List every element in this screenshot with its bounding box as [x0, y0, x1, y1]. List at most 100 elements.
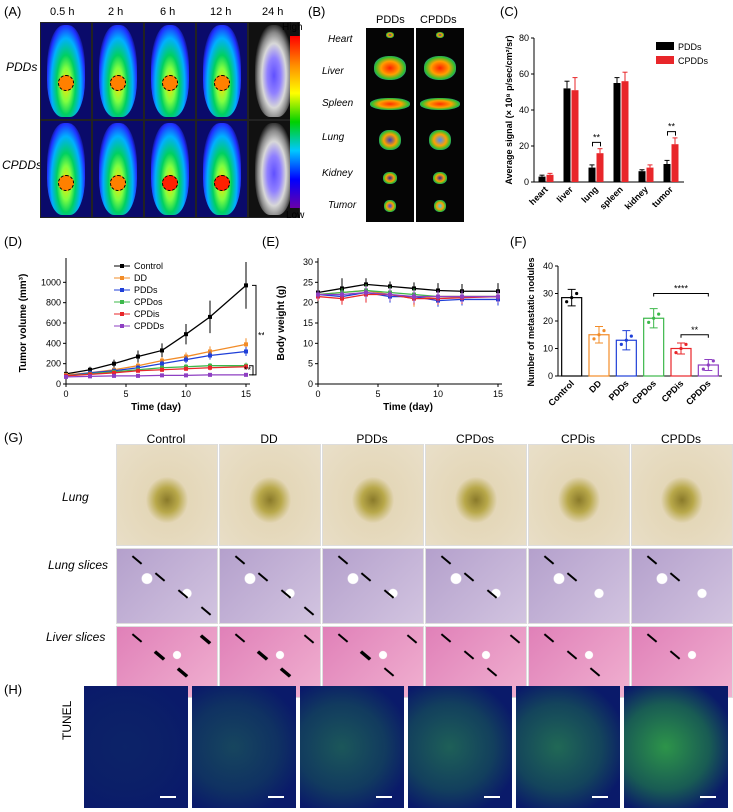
data-point	[602, 329, 606, 333]
tunel-row-label: TUNEL	[60, 700, 74, 740]
bar	[571, 90, 579, 182]
legend-label: PDDs	[678, 42, 702, 52]
x-axis-label: Time (day)	[383, 402, 433, 413]
significance-bracket	[252, 284, 257, 376]
ivis-tile	[40, 22, 92, 120]
legend-label: CPDis	[134, 309, 160, 319]
time-label: 12 h	[210, 6, 232, 18]
metastasis-arrow	[406, 634, 418, 644]
organ-signal	[420, 98, 460, 110]
legend-swatch	[656, 42, 674, 50]
scale-bar	[592, 796, 608, 798]
data-point	[679, 346, 683, 351]
time-label: 0.5 h	[50, 6, 75, 18]
panel-b-col-cpdds: CPDDs	[420, 14, 457, 26]
lung-photo	[528, 444, 630, 546]
metastasis-arrow	[646, 633, 658, 643]
data-point	[619, 342, 623, 346]
metastasis-arrow	[463, 650, 475, 660]
y-tick-label: 600	[46, 318, 61, 328]
bar	[613, 83, 621, 182]
data-point	[184, 366, 188, 371]
category-label: CPDDs	[684, 378, 713, 407]
bar	[646, 167, 654, 182]
metastasis-arrow	[131, 633, 143, 643]
y-tick-label: 20	[519, 141, 529, 151]
tumor-signal	[214, 175, 230, 191]
data-point	[496, 294, 500, 299]
data-point	[88, 372, 92, 377]
mouse-body-signal	[151, 123, 189, 215]
organ-signal	[384, 200, 396, 212]
data-point	[208, 372, 212, 377]
y-axis-label: Number of metastatic nodules	[526, 257, 536, 386]
data-point	[208, 353, 212, 358]
bar	[563, 88, 571, 182]
tunel-tile	[84, 686, 188, 808]
organ-signal	[383, 172, 397, 184]
panel-label-f: (F)	[510, 234, 527, 249]
metastasis-arrow	[154, 572, 166, 582]
x-tick-label: 15	[493, 389, 503, 399]
series-line	[317, 283, 498, 294]
time-label: 6 h	[160, 6, 176, 18]
data-point	[160, 361, 164, 366]
metastasis-arrow	[303, 634, 315, 644]
lung-photo	[116, 444, 218, 546]
data-point	[88, 367, 92, 372]
metastasis-arrow	[303, 606, 315, 616]
x-tick-label: 0	[315, 389, 320, 399]
group-header: PDDs	[356, 432, 388, 446]
ivis-tile	[144, 22, 196, 120]
y-tick-label: 5	[308, 359, 313, 369]
mouse-body-signal	[203, 25, 241, 117]
tumor-signal	[162, 75, 178, 91]
legend-marker	[120, 264, 124, 268]
series-line	[65, 374, 246, 378]
data-point	[160, 367, 164, 372]
metastasis-arrow	[440, 633, 452, 643]
tumor-signal	[162, 175, 178, 191]
x-tick-label: 15	[241, 389, 251, 399]
category-label: liver	[555, 184, 576, 205]
y-tick-label: 60	[519, 69, 529, 79]
bar	[588, 167, 596, 182]
x-tick-label: 10	[433, 389, 443, 399]
ivis-tile	[196, 120, 248, 218]
organ-label: Tumor	[328, 200, 357, 211]
tunel-tile	[300, 686, 404, 808]
group-header: CPDis	[560, 432, 595, 446]
data-point	[112, 370, 116, 375]
data-point	[316, 292, 320, 297]
data-point	[88, 374, 92, 379]
panel-label-b: (B)	[308, 4, 326, 19]
y-axis-label: Tumor volume (mm³)	[18, 274, 29, 373]
category-label: tumor	[650, 184, 675, 209]
lung-slice	[219, 548, 321, 624]
organ-label: Kidney	[322, 168, 353, 179]
bar	[561, 297, 583, 377]
metastasis-arrow	[177, 589, 189, 599]
data-point	[244, 283, 248, 288]
panel-label-e: (E)	[262, 234, 280, 249]
significance-bracket	[667, 131, 676, 136]
scale-high-label: High	[282, 22, 303, 33]
data-point	[160, 373, 164, 378]
tumor-signal	[214, 75, 230, 91]
metastasis-arrow	[543, 633, 555, 643]
metastasis-arrow	[669, 572, 681, 582]
metastasis-arrow	[383, 589, 395, 599]
category-label: DD	[587, 378, 604, 395]
bar	[638, 171, 646, 182]
panel-e-line-chart: 0 5 10 15 20 25 30 0 5 10 15 Time (day) Body weight …	[276, 257, 503, 413]
x-axis-label: Time (day)	[131, 402, 181, 413]
legend-marker	[120, 276, 124, 280]
data-point	[244, 342, 248, 347]
lung-slice	[425, 548, 527, 624]
data-point	[652, 316, 656, 320]
y-axis-label: Average signal (× 10⁸ p/sec/cm²/sr)	[504, 35, 514, 184]
data-point	[136, 354, 140, 359]
organ-signal	[386, 32, 394, 38]
category-label: spleen	[598, 184, 625, 211]
data-point	[388, 292, 392, 297]
